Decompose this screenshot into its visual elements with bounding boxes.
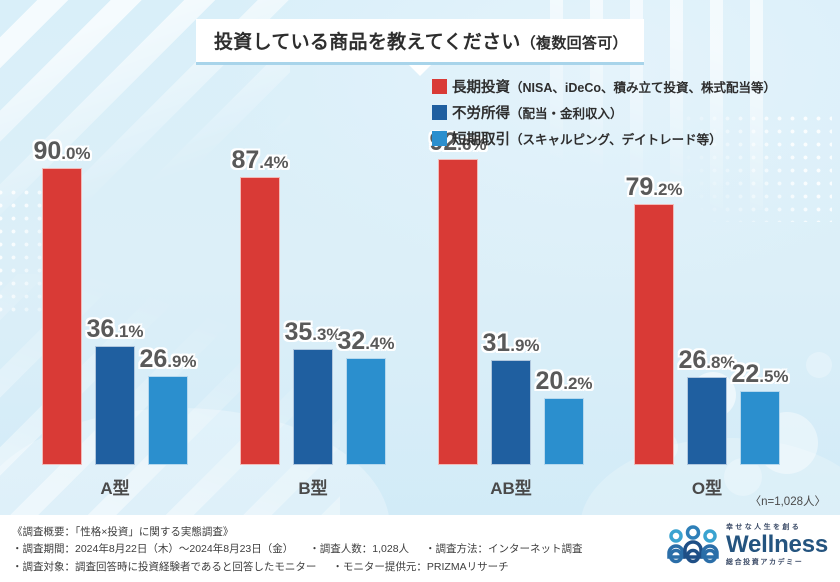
legend-label-long-term: 長期投資（NISA、iDeCo、積み立て投資、株式配当等） — [452, 80, 776, 96]
bar-group-2: 87.4% 35.3% 32.4% B型 — [231, 146, 395, 498]
logo-name: Wellness — [725, 531, 828, 558]
bar-slot: 36.1% — [86, 315, 144, 465]
legend-swatch-red-icon — [432, 79, 447, 94]
bar-group-3: 92.6%31.9% 20.2% AB型 — [429, 128, 593, 498]
bar-chart: 90.0% 36.1%26.9% A型 87.4% 35.3%32.4% B型 92.6%3… — [33, 128, 789, 498]
legend-item-long-term: 長期投資（NISA、iDeCo、積み立て投資、株式配当等） — [432, 76, 776, 97]
legend-item-short-term: 短期取引（スキャルピング、デイトレード等） — [432, 128, 776, 149]
bar-slot: 22.5% — [731, 360, 789, 465]
bar — [740, 390, 780, 465]
bar-value-label: 32.4% — [337, 327, 395, 356]
bar-group-1: 90.0% 36.1% 26.9% A型 — [33, 137, 197, 498]
bar-slot: 87.4% — [231, 146, 289, 465]
legend-item-passive-income: 不労所得（配当・金利収入） — [432, 102, 776, 123]
category-label: A型 — [100, 479, 130, 498]
logo-subtitle: 総合投資アカデミー — [725, 559, 804, 566]
bar — [491, 359, 531, 465]
people-group-icon — [667, 525, 719, 564]
bar — [687, 376, 727, 465]
bar — [42, 168, 82, 465]
bar-slot: 20.2% — [535, 367, 593, 465]
bar-value-label: 35.3% — [284, 317, 342, 346]
page-title: 投資している商品を教えてください（複数回答可） — [196, 19, 644, 65]
bar-slot: 35.3% — [284, 318, 342, 465]
bar-value-label: 90.0% — [33, 137, 91, 165]
bar-slot: 32.4% — [337, 327, 395, 465]
survey-notes: 《調査概要：「性格×投資」に関する実態調査》 ・調査期間：2024年8月22日（… — [12, 524, 583, 576]
legend-label-passive-income: 不労所得（配当・金利収入） — [452, 106, 623, 122]
legend-label-short-term: 短期取引（スキャルピング、デイトレード等） — [452, 132, 722, 148]
bar — [544, 398, 584, 465]
bar — [240, 176, 280, 465]
bar-value-label: 22.5% — [731, 359, 789, 388]
footer-bar: 《調査概要：「性格×投資」に関する実態調査》 ・調査期間：2024年8月22日（… — [0, 515, 840, 582]
bar-value-label: 26.8% — [678, 345, 736, 374]
category-label: O型 — [691, 479, 723, 498]
bar-group-4: 79.2% 26.8% 22.5% O型 — [625, 173, 789, 498]
bar-value-label: 20.2% — [535, 367, 593, 396]
bar-slot: 92.6% — [429, 128, 487, 465]
bar-value-label: 31.9% — [482, 328, 540, 357]
survey-note-line: ・調査対象：調査回答時に投資経験者であると回答したモニター ・モニター提供元：PR… — [12, 560, 509, 573]
bar-value-label: 26.9% — [139, 345, 197, 374]
survey-note-line: ・調査期間：2024年8月22日（木）〜2024年8月23日（金） ・調査人数：1… — [12, 543, 583, 556]
decor-bokeh-circle — [806, 352, 832, 378]
bar-slot: 26.9% — [139, 345, 197, 465]
sample-size-note: 〈n=1,028人〉 — [749, 496, 826, 508]
bar-slot: 31.9% — [482, 329, 540, 465]
chart-legend: 長期投資（NISA、iDeCo、積み立て投資、株式配当等） 不労所得（配当・金利… — [432, 76, 776, 154]
category-label: AB型 — [490, 479, 532, 498]
decor-dots-right — [682, 112, 832, 222]
brand-logo: 幸せな人生を創る Wellness 総合投資アカデミー — [667, 524, 828, 566]
bar — [95, 345, 135, 465]
legend-swatch-lightblue-icon — [432, 131, 447, 146]
logo-text-block: 幸せな人生を創る Wellness 総合投資アカデミー — [726, 524, 828, 566]
bar — [438, 159, 478, 465]
logo-tagline: 幸せな人生を創る — [725, 524, 802, 531]
bar — [346, 358, 386, 465]
title-arrow-icon — [408, 65, 431, 76]
bar-value-label: 79.2% — [625, 172, 683, 201]
category-label: B型 — [298, 479, 328, 498]
bar — [293, 348, 333, 465]
page-title-main: 投資している商品を教えてください — [214, 32, 521, 53]
legend-swatch-darkblue-icon — [432, 105, 447, 120]
bar-value-label: 36.1% — [86, 314, 144, 343]
bar-slot: 90.0% — [33, 137, 91, 465]
title-banner: 投資している商品を教えてください（複数回答可） — [196, 19, 644, 76]
bar — [634, 203, 674, 465]
bar-slot: 26.8% — [678, 346, 736, 465]
survey-note-line: 《調査概要：「性格×投資」に関する実態調査》 — [12, 526, 234, 538]
bar — [148, 376, 188, 465]
bar-slot: 79.2% — [625, 173, 683, 465]
bar-value-label: 87.4% — [231, 145, 289, 174]
page-title-sub: （複数回答可） — [520, 35, 628, 52]
